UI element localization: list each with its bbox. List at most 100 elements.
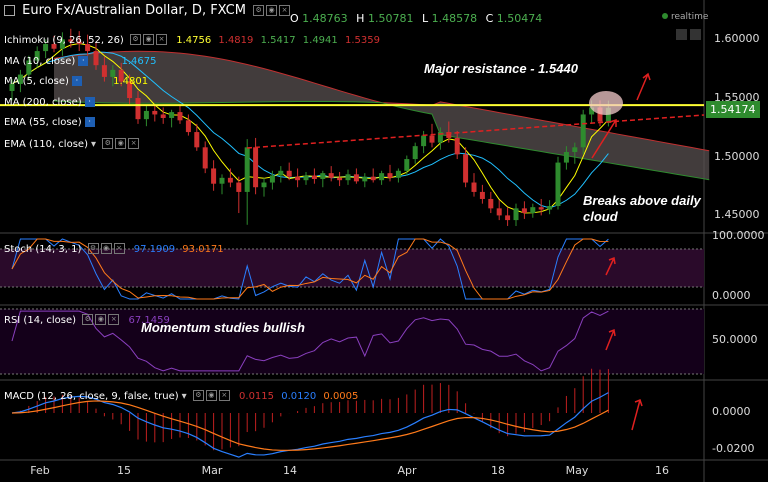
close-icon[interactable]: × — [128, 138, 140, 149]
date-axis-tick: May — [566, 464, 589, 477]
visibility-icon[interactable]: ◉ — [95, 314, 107, 325]
rsi-label: RSI (14, close) — [4, 314, 77, 326]
macd-icons: ⚙ ◉ × — [192, 390, 232, 402]
candle-body — [547, 206, 553, 210]
chart-title-row: Euro Fx/Australian Dollar, D, FXCM ⚙ ◉ × — [4, 3, 292, 18]
low-label: L — [421, 12, 429, 25]
candle-body — [286, 170, 292, 177]
rsi-value: 67.1459 — [128, 314, 170, 326]
candle-body — [194, 132, 200, 148]
stoch-arrow — [605, 256, 616, 276]
grid-icon[interactable] — [690, 29, 701, 40]
candle-body — [379, 173, 385, 181]
settings-icon[interactable]: ⚙ — [192, 390, 204, 401]
ma5-value: 1.4801 — [113, 76, 149, 87]
candle-body — [177, 112, 183, 121]
candle-body — [17, 74, 23, 84]
visibility-icon[interactable]: ◉ — [266, 5, 278, 16]
candle-body — [236, 182, 242, 192]
ma200-chip-icon[interactable]: · — [84, 97, 95, 107]
candle-body — [454, 137, 460, 155]
ohlc-readout: O 1.48763 H 1.50781 L 1.48578 C 1.50474 — [290, 12, 542, 25]
stoch-legend[interactable]: Stoch (14, 3, 1) ⚙ ◉ × 97.1909 93.0171 — [4, 243, 224, 255]
price-axis-tick: 1.45000 — [714, 208, 760, 222]
candle-body — [160, 114, 166, 118]
candle-body — [538, 207, 544, 210]
candle-body — [135, 98, 141, 120]
stoch-label: Stoch (14, 3, 1) — [4, 243, 82, 255]
candle-body — [479, 191, 485, 199]
maximize-icon[interactable] — [676, 29, 687, 40]
candle-body — [311, 175, 317, 180]
settings-icon[interactable]: ⚙ — [102, 138, 114, 149]
candle-body — [437, 132, 443, 143]
visibility-icon[interactable]: ◉ — [143, 34, 155, 45]
high-value: 1.50781 — [367, 12, 414, 25]
candle-body — [152, 110, 158, 115]
candle-body — [26, 60, 32, 75]
candle-body — [219, 177, 225, 184]
candle-body — [253, 147, 259, 188]
settings-icon[interactable]: ⚙ — [253, 5, 265, 16]
ma5-chip-icon[interactable]: · — [71, 76, 82, 86]
candle-body — [421, 135, 427, 147]
ma5-legend[interactable]: MA (5, close) · 1.4801 — [4, 76, 148, 87]
candle-body — [202, 147, 208, 169]
low-value: 1.48578 — [431, 12, 478, 25]
macd-legend[interactable]: MACD (12, 26, close, 9, false, true) ▾ ⚙ ◉… — [4, 390, 358, 402]
ichimoku-tenkan: 1.4756 — [176, 34, 212, 46]
close-icon[interactable]: × — [279, 5, 291, 16]
ichimoku-kijun: 1.4819 — [218, 34, 254, 46]
stoch-d-value: 93.0171 — [182, 243, 224, 255]
candle-body — [496, 208, 502, 216]
rsi-band — [0, 309, 704, 374]
ma10-legend[interactable]: MA (10, close) · 1.4675 — [4, 56, 156, 67]
candle-body — [169, 112, 175, 118]
collapse-icon[interactable] — [4, 5, 15, 16]
close-icon[interactable]: × — [113, 243, 125, 254]
date-axis-tick: 15 — [117, 464, 131, 477]
price-axis-tick: 1.50000 — [714, 149, 760, 163]
candle-body — [488, 198, 494, 209]
date-axis-tick: Apr — [397, 464, 417, 477]
settings-icon[interactable]: ⚙ — [130, 34, 142, 45]
settings-icon[interactable]: ⚙ — [87, 243, 99, 254]
ichimoku-legend[interactable]: Ichimoku (9, 26, 52, 26) ⚙ ◉ × 1.4756 1.48… — [4, 34, 380, 46]
rsi-arrow — [605, 328, 616, 351]
ma200-legend[interactable]: MA (200, close) · — [4, 97, 95, 108]
close-icon[interactable]: × — [108, 314, 120, 325]
cloud-span-a-line — [53, 100, 710, 181]
candle-body — [43, 44, 49, 52]
candle-body — [110, 69, 116, 77]
ichimoku-span-a: 1.4941 — [302, 34, 338, 46]
trendline — [246, 114, 705, 149]
ema55-label: EMA (55, close) — [4, 117, 82, 128]
visibility-icon[interactable]: ◉ — [115, 138, 127, 149]
ema110-legend[interactable]: EMA (110, close) ▾ ⚙ ◉ × — [4, 138, 141, 150]
candle-body — [505, 215, 511, 221]
ma10-value: 1.4675 — [121, 56, 157, 67]
visibility-icon[interactable]: ◉ — [100, 243, 112, 254]
date-axis-tick: Feb — [30, 464, 49, 477]
header-icons: ⚙ ◉ × — [253, 3, 292, 18]
visibility-icon[interactable]: ◉ — [205, 390, 217, 401]
close-icon[interactable]: × — [156, 34, 168, 45]
rsi-legend[interactable]: RSI (14, close) ⚙ ◉ × 67.1459 — [4, 314, 170, 326]
close-icon[interactable]: × — [218, 390, 230, 401]
ma10-line — [11, 51, 609, 209]
price-axis-tick: 1.55000 — [714, 91, 760, 105]
dropdown-icon[interactable]: ▾ — [90, 138, 97, 150]
realtime-indicator: realtime — [662, 12, 708, 22]
dropdown-icon[interactable]: ▾ — [181, 390, 187, 402]
candle-body — [471, 182, 477, 192]
price-arrow — [591, 118, 617, 159]
macd-signal-line — [11, 400, 609, 451]
ma10-chip-icon[interactable]: · — [78, 56, 89, 66]
settings-icon[interactable]: ⚙ — [82, 314, 94, 325]
ma5-label: MA (5, close) — [4, 76, 69, 87]
ema55-chip-icon[interactable]: · — [84, 117, 95, 127]
ema55-legend[interactable]: EMA (55, close) · — [4, 117, 95, 128]
macd-arrow — [631, 399, 643, 431]
